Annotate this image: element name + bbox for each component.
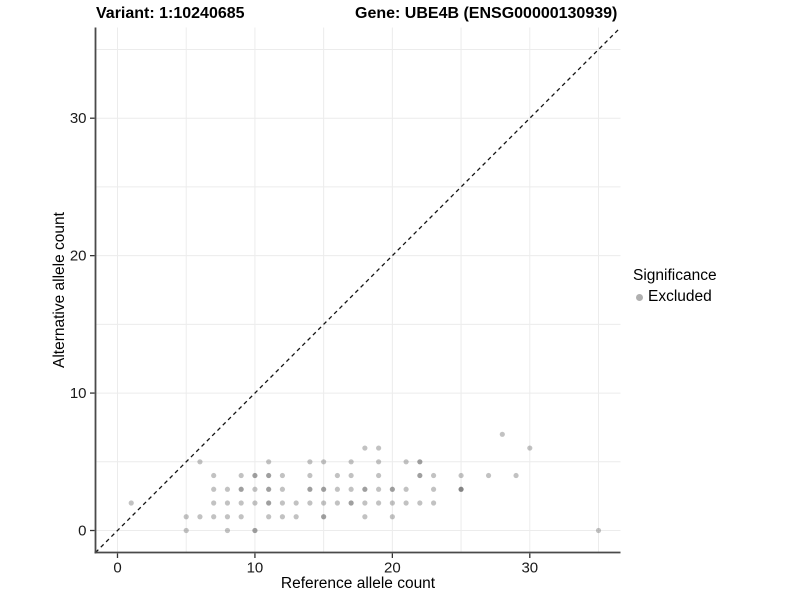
y-tick-label: 20 xyxy=(70,248,87,265)
data-point xyxy=(403,459,409,465)
data-point xyxy=(211,472,217,479)
data-point xyxy=(293,514,299,520)
data-point xyxy=(376,445,382,451)
data-point xyxy=(211,514,217,520)
data-point xyxy=(183,514,189,520)
legend-title: Significance xyxy=(633,267,717,284)
data-point xyxy=(321,486,327,492)
data-point xyxy=(348,459,354,465)
data-point xyxy=(224,527,231,534)
data-point xyxy=(389,514,395,520)
data-point xyxy=(458,472,464,479)
data-point xyxy=(252,527,258,534)
x-tick-label: 10 xyxy=(247,560,264,577)
data-point xyxy=(458,486,464,492)
data-point xyxy=(348,486,354,492)
legend-item-excluded: Excluded xyxy=(636,288,717,306)
data-point xyxy=(307,500,313,506)
data-point xyxy=(238,486,244,492)
data-point xyxy=(334,486,340,492)
data-point xyxy=(183,527,189,534)
data-point xyxy=(252,500,258,506)
data-point xyxy=(252,472,258,479)
data-point xyxy=(279,514,286,520)
data-point xyxy=(279,486,286,492)
data-point xyxy=(389,500,395,506)
data-point xyxy=(279,500,286,506)
data-point xyxy=(376,472,382,479)
y-axis-title: Alternative allele count xyxy=(51,212,68,368)
data-point xyxy=(238,500,244,506)
data-point xyxy=(417,459,423,465)
x-axis-title: Reference allele count xyxy=(280,575,436,592)
x-tick-label: 30 xyxy=(521,560,538,577)
data-point xyxy=(279,472,286,479)
data-point xyxy=(376,486,382,492)
data-point xyxy=(348,472,354,479)
data-point xyxy=(321,459,327,465)
data-point xyxy=(334,472,340,479)
data-point xyxy=(513,472,519,479)
data-point xyxy=(128,500,134,506)
data-point xyxy=(211,486,217,492)
data-point xyxy=(430,486,437,492)
data-point xyxy=(211,500,217,506)
data-point xyxy=(485,472,492,479)
data-point xyxy=(252,486,258,492)
data-point xyxy=(403,500,409,506)
legend-item-label: Excluded xyxy=(648,288,712,305)
x-tick-label: 0 xyxy=(113,560,121,577)
data-point xyxy=(197,514,203,520)
data-point xyxy=(307,459,313,465)
y-tick-label: 10 xyxy=(70,385,87,402)
data-point xyxy=(362,445,368,451)
legend: Significance Excluded xyxy=(633,267,717,306)
data-point xyxy=(334,500,340,506)
data-point xyxy=(266,500,272,506)
data-point xyxy=(362,514,368,520)
data-point xyxy=(293,500,299,506)
data-point xyxy=(499,431,505,437)
data-point xyxy=(266,514,272,520)
data-point xyxy=(224,514,231,520)
data-point xyxy=(266,472,272,479)
data-point xyxy=(197,459,203,465)
data-point xyxy=(376,500,382,506)
data-point xyxy=(389,486,395,492)
data-point xyxy=(362,486,368,492)
x-tick-label: 20 xyxy=(384,560,401,577)
data-point xyxy=(527,445,533,451)
plot-title-gene: Gene: UBE4B (ENSG00000130939) xyxy=(355,5,618,22)
data-point xyxy=(403,486,409,492)
data-point xyxy=(376,459,382,465)
data-point xyxy=(417,472,423,479)
data-point xyxy=(307,486,313,492)
data-point xyxy=(224,486,231,492)
data-point xyxy=(224,500,231,506)
data-point xyxy=(430,472,437,479)
data-point xyxy=(595,527,602,534)
y-tick-label: 30 xyxy=(70,110,87,127)
data-point xyxy=(348,500,354,506)
data-point xyxy=(238,514,244,520)
data-point xyxy=(307,472,313,479)
plot-title-variant: Variant: 1:10240685 xyxy=(96,5,245,22)
excluded-point-icon xyxy=(636,293,643,301)
data-point xyxy=(430,500,437,506)
data-point xyxy=(321,500,327,506)
identity-line xyxy=(95,27,621,553)
data-point xyxy=(362,500,368,506)
data-point xyxy=(266,486,272,492)
data-point xyxy=(417,500,423,506)
data-point xyxy=(238,472,244,479)
y-tick-label: 0 xyxy=(78,523,86,540)
data-point xyxy=(321,514,327,520)
data-point xyxy=(266,459,272,465)
